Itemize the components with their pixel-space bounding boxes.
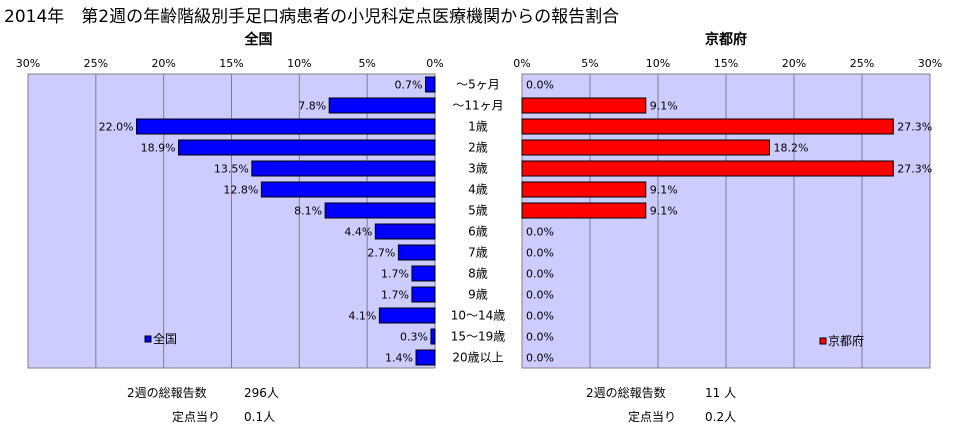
- right-value-label: 27.3%: [897, 121, 932, 134]
- left-bar: [411, 286, 436, 303]
- right-bar: [521, 97, 647, 114]
- category-label: ～5ヶ月: [456, 78, 500, 92]
- category-label: 7歳: [468, 246, 488, 260]
- category-label: 1歳: [468, 120, 488, 134]
- left-value-label: 12.8%: [223, 184, 258, 197]
- right-legend-label: 京都府: [828, 333, 864, 348]
- left-bar: [397, 244, 436, 261]
- right-value-label: 0.0%: [526, 268, 554, 281]
- right-value-label: 0.0%: [526, 79, 554, 92]
- left-x-tick-label: 0%: [426, 57, 443, 70]
- left-value-label: 18.9%: [141, 142, 176, 155]
- right-x-tick-label: 10%: [646, 57, 670, 70]
- right-value-label: 9.1%: [650, 100, 678, 113]
- right-value-label: 9.1%: [650, 205, 678, 218]
- left-bar: [328, 97, 436, 114]
- left-bar: [136, 118, 436, 135]
- left-bar: [415, 349, 436, 366]
- category-label: 3歳: [468, 162, 488, 176]
- right-value-label: 27.3%: [897, 163, 932, 176]
- right-bar: [521, 202, 647, 219]
- right-x-tick-label: 5%: [581, 57, 598, 70]
- category-label: 2歳: [468, 141, 488, 155]
- right-value-label: 0.0%: [526, 310, 554, 323]
- age-distribution-chart: 0% 0% 5% 5% 10% 10% 15% 15% 20% 20% 25% 25% 30% 30% 全国…: [16, 31, 942, 369]
- left-legend-swatch: [144, 335, 152, 343]
- left-x-tick-label: 30%: [16, 57, 40, 70]
- left-value-label: 4.4%: [344, 226, 372, 239]
- left-x-tick-label: 20%: [151, 57, 175, 70]
- right-total-value: 11 人: [705, 386, 737, 400]
- right-x-tick-label: 0%: [513, 57, 530, 70]
- left-bar: [411, 265, 436, 282]
- left-per-label: 定点当り: [172, 410, 221, 424]
- left-value-label: 8.1%: [294, 205, 322, 218]
- left-value-label: 2.7%: [367, 247, 395, 260]
- left-value-label: 0.3%: [400, 331, 428, 344]
- left-panel-title: 全国: [244, 31, 273, 48]
- right-panel-title: 京都府: [705, 31, 747, 48]
- right-x-tick-label: 30%: [918, 57, 942, 70]
- left-value-label: 7.8%: [298, 100, 326, 113]
- category-label: 20歳以上: [452, 351, 503, 365]
- left-value-label: 0.7%: [395, 79, 423, 92]
- left-bar: [430, 328, 436, 345]
- right-legend-swatch: [819, 337, 827, 345]
- right-x-tick-label: 25%: [850, 57, 874, 70]
- category-label: 15～19歳: [451, 330, 506, 344]
- left-value-label: 22.0%: [99, 121, 134, 134]
- left-x-tick-label: 5%: [358, 57, 375, 70]
- category-label: 5歳: [468, 204, 488, 218]
- right-x-tick-label: 20%: [782, 57, 806, 70]
- left-per-value: 0.1人: [244, 410, 276, 424]
- left-bar: [378, 307, 436, 324]
- right-total-label: 2週の総報告数: [586, 386, 666, 400]
- left-value-label: 4.1%: [348, 310, 376, 323]
- left-total-value: 296人: [244, 386, 279, 400]
- right-value-label: 0.0%: [526, 289, 554, 302]
- left-bar: [374, 223, 436, 240]
- left-x-tick-label: 10%: [287, 57, 311, 70]
- right-value-label: 18.2%: [774, 142, 809, 155]
- left-total-label: 2週の総報告数: [127, 386, 207, 400]
- left-legend-label: 全国: [153, 331, 177, 346]
- left-value-label: 13.5%: [214, 163, 249, 176]
- category-label: 8歳: [468, 267, 488, 281]
- category-label: 4歳: [468, 183, 488, 197]
- left-bar: [251, 160, 436, 177]
- left-bar: [178, 139, 436, 156]
- right-per-label: 定点当り: [628, 410, 677, 424]
- right-value-label: 0.0%: [526, 226, 554, 239]
- left-value-label: 1.7%: [381, 289, 409, 302]
- category-label: ～11ヶ月: [452, 99, 503, 113]
- category-label: 10～14歳: [451, 309, 506, 323]
- right-bar: [521, 181, 647, 198]
- left-bar: [260, 181, 436, 198]
- right-value-label: 0.0%: [526, 331, 554, 344]
- left-value-label: 1.7%: [381, 268, 409, 281]
- left-value-label: 1.4%: [385, 352, 413, 365]
- left-bar: [324, 202, 436, 219]
- right-value-label: 0.0%: [526, 352, 554, 365]
- right-value-label: 0.0%: [526, 247, 554, 260]
- chart-title: 2014年 第2週の年齢階級別手足口病患者の小児科定点医療機関からの報告割合: [4, 7, 620, 27]
- right-bar: [521, 139, 771, 156]
- right-bar: [521, 118, 894, 135]
- left-x-tick-label: 25%: [84, 57, 108, 70]
- right-per-value: 0.2人: [705, 410, 737, 424]
- right-x-tick-label: 15%: [714, 57, 738, 70]
- right-bar: [521, 160, 894, 177]
- category-label: 9歳: [468, 288, 488, 302]
- left-x-tick-label: 15%: [219, 57, 243, 70]
- category-label: 6歳: [468, 225, 488, 239]
- right-value-label: 9.1%: [650, 184, 678, 197]
- left-bar: [425, 76, 436, 93]
